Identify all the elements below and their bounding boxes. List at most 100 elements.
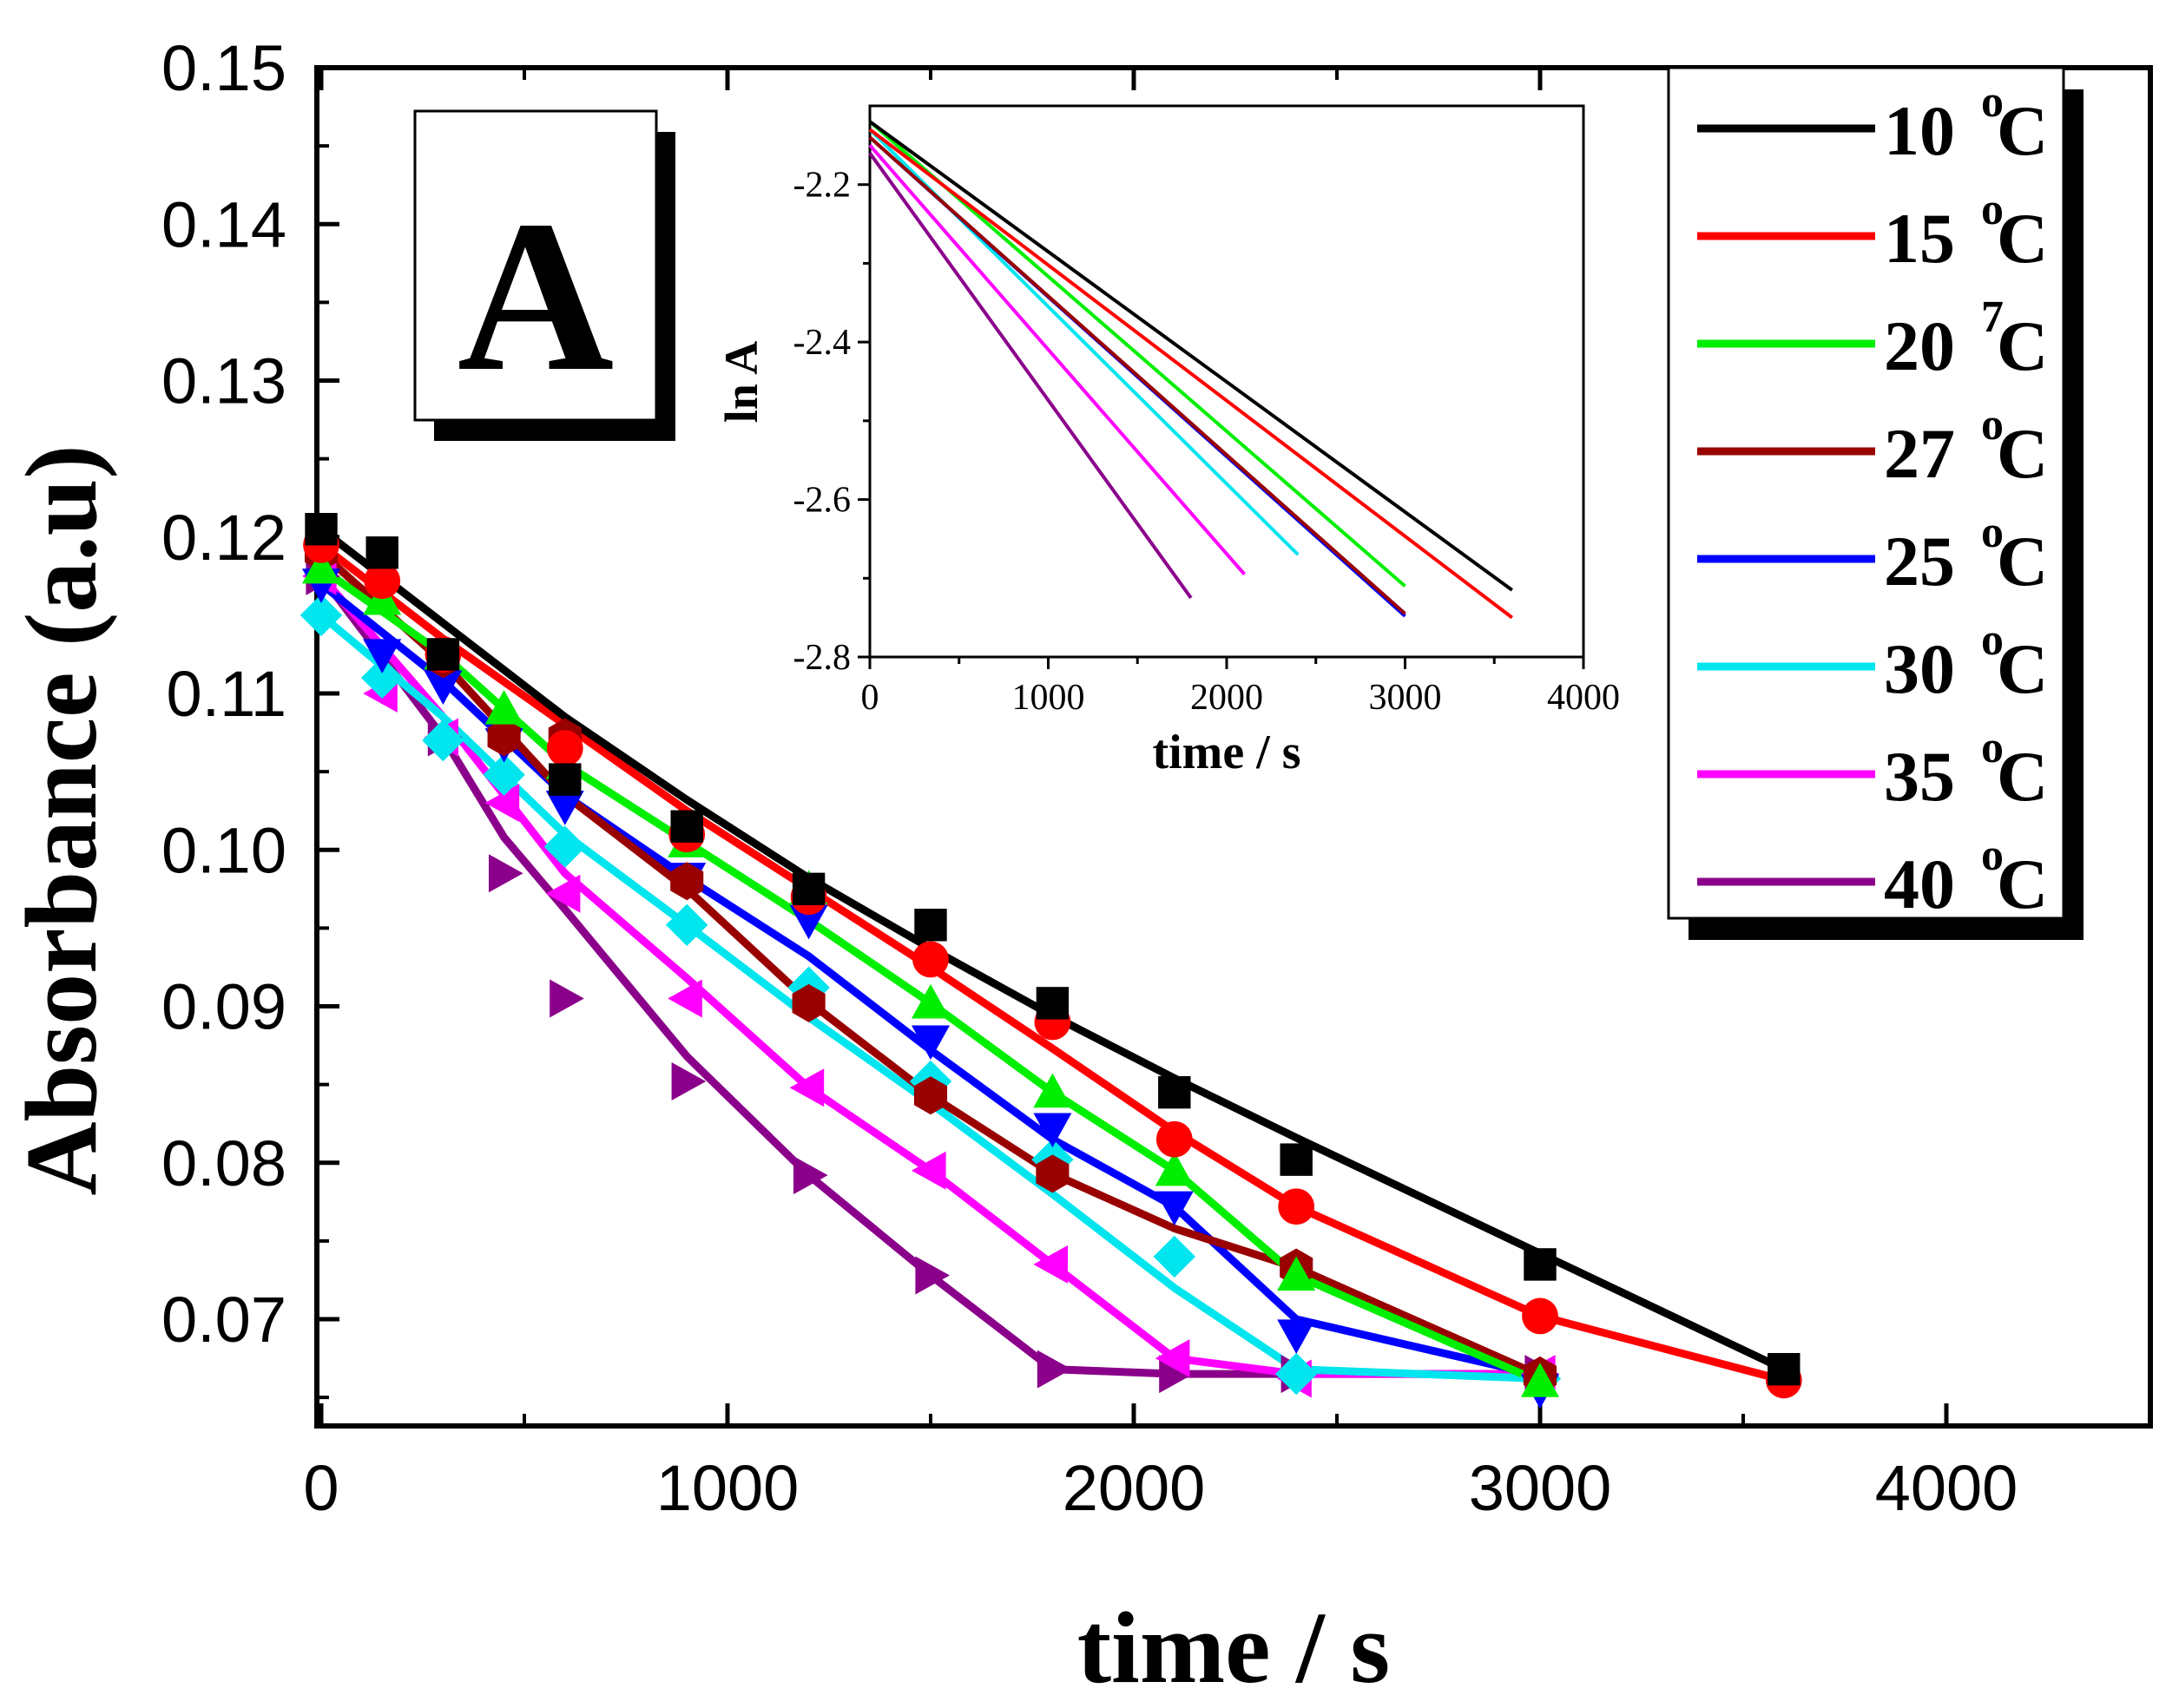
data-point bbox=[670, 810, 703, 843]
y-axis-title: Absorbance (a.u) bbox=[4, 444, 118, 1195]
data-point bbox=[1155, 1151, 1194, 1186]
data-point bbox=[305, 513, 338, 546]
legend-superscript: o bbox=[1981, 77, 2004, 127]
y-tick-label: 0.11 bbox=[166, 658, 286, 730]
data-point bbox=[546, 730, 583, 766]
data-point bbox=[789, 904, 828, 940]
legend-unit: C bbox=[1997, 522, 2048, 601]
x-tick-label: 3000 bbox=[1469, 1452, 1612, 1524]
legend-unit: C bbox=[1997, 91, 2048, 170]
inset-x-axis-title: time / s bbox=[1152, 726, 1300, 779]
inset-y-tick-label: -2.6 bbox=[793, 481, 852, 521]
legend-superscript: 7 bbox=[1981, 292, 2004, 342]
data-point bbox=[1280, 1143, 1313, 1176]
data-point bbox=[1037, 1350, 1072, 1389]
data-point bbox=[1275, 1352, 1318, 1396]
data-point bbox=[1524, 1248, 1557, 1281]
main-ticks: 0 1000 2000 3000 4000 0.07 0.08 0.09 0.10 0.11 0.1… bbox=[161, 32, 2018, 1524]
y-tick-label: 0.13 bbox=[161, 345, 286, 417]
data-point bbox=[670, 862, 704, 901]
x-tick-label: 2000 bbox=[1063, 1452, 1206, 1524]
legend-superscript: o bbox=[1981, 185, 2004, 234]
panel-label: A bbox=[458, 176, 615, 417]
data-point bbox=[668, 979, 702, 1018]
data-point bbox=[489, 854, 523, 893]
y-tick-label: 0.14 bbox=[161, 188, 286, 260]
x-axis-title: time / s bbox=[1077, 1591, 1390, 1705]
legend-unit: C bbox=[1997, 629, 2048, 708]
plot-frame bbox=[314, 65, 2153, 1429]
inset-y-tick-label: -2.2 bbox=[793, 166, 852, 206]
data-point bbox=[1155, 1191, 1194, 1226]
data-point bbox=[915, 1256, 950, 1295]
data-point bbox=[483, 753, 525, 796]
y-tick-label: 0.10 bbox=[161, 814, 286, 886]
data-point bbox=[914, 909, 947, 942]
inset-y-tick-label: -2.8 bbox=[793, 638, 852, 678]
data-point bbox=[426, 638, 460, 671]
y-tick-label: 0.15 bbox=[161, 32, 286, 104]
data-point bbox=[1155, 1120, 1193, 1158]
data-point bbox=[1155, 1339, 1190, 1378]
data-point bbox=[1033, 1073, 1072, 1108]
data-point bbox=[1521, 1363, 1559, 1397]
inset-x-tick-label: 2000 bbox=[1190, 678, 1263, 718]
y-tick-label: 0.08 bbox=[161, 1127, 286, 1199]
data-point bbox=[302, 549, 340, 584]
inset-x-tick-label: 4000 bbox=[1547, 678, 1620, 718]
data-point bbox=[793, 1156, 828, 1195]
data-point bbox=[300, 594, 343, 637]
x-tick-label: 4000 bbox=[1875, 1452, 2018, 1524]
data-point bbox=[1033, 1113, 1072, 1148]
data-point bbox=[549, 763, 582, 796]
inset-line-15 bbox=[868, 128, 1514, 620]
legend-superscript: o bbox=[1981, 400, 2004, 450]
inset-y-tick-label: -2.4 bbox=[793, 323, 852, 363]
legend-label: 40 bbox=[1884, 844, 1955, 923]
data-point bbox=[545, 791, 584, 825]
panel-label-box: A bbox=[413, 109, 675, 441]
data-point bbox=[1278, 1188, 1315, 1225]
legend-label: 10 bbox=[1884, 91, 1955, 170]
inset-x-tick-label: 0 bbox=[861, 678, 879, 718]
data-point bbox=[484, 690, 523, 725]
inset-line-35 bbox=[868, 144, 1247, 576]
data-point bbox=[912, 1025, 950, 1061]
data-point bbox=[1158, 1075, 1191, 1109]
data-point bbox=[789, 1068, 825, 1107]
legend-label: 25 bbox=[1884, 522, 1955, 601]
inset-line-10 bbox=[868, 120, 1513, 592]
data-point bbox=[550, 979, 584, 1018]
data-point bbox=[792, 872, 826, 906]
data-point bbox=[913, 1076, 948, 1115]
data-point bbox=[792, 983, 826, 1022]
data-point bbox=[666, 903, 708, 946]
legend-unit: C bbox=[1997, 306, 2048, 385]
data-point bbox=[1522, 1297, 1558, 1335]
legend-superscript: o bbox=[1981, 831, 2004, 880]
legend-unit: C bbox=[1997, 414, 2048, 493]
data-point bbox=[1768, 1352, 1800, 1386]
panel-label-frame bbox=[413, 109, 658, 422]
data-point bbox=[912, 1151, 946, 1190]
data-point bbox=[1277, 1319, 1316, 1355]
legend-superscript: o bbox=[1981, 723, 2004, 772]
legend-unit: C bbox=[1997, 737, 2048, 816]
data-point bbox=[543, 825, 586, 868]
legend-unit: C bbox=[1997, 199, 2048, 278]
x-tick-label: 1000 bbox=[656, 1452, 800, 1524]
data-point bbox=[363, 639, 402, 673]
inset-line-40 bbox=[868, 152, 1193, 600]
data-point bbox=[487, 718, 521, 757]
legend-label: 27 bbox=[1884, 414, 1955, 493]
data-point bbox=[361, 656, 404, 700]
inset-plot: 0 1000 2000 3000 4000 -2.8 -2.6 -2.4 -2.2 time /… bbox=[715, 104, 1620, 779]
data-point bbox=[1277, 1256, 1316, 1291]
legend-label: 35 bbox=[1884, 737, 1955, 816]
inset-x-tick-label: 3000 bbox=[1369, 678, 1442, 718]
data-point bbox=[545, 874, 581, 913]
main-data-markers bbox=[300, 513, 1802, 1409]
legend-label: 20 bbox=[1884, 306, 1955, 385]
inset-lines bbox=[868, 120, 1514, 620]
